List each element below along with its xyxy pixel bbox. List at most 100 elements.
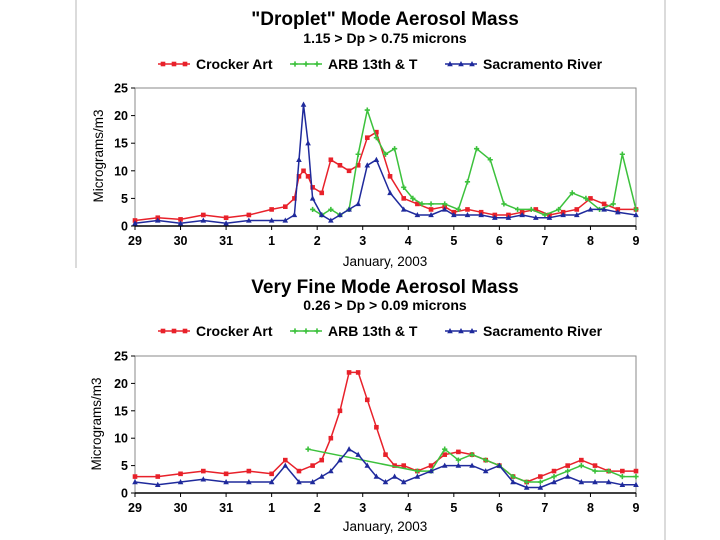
chart2-x-tick-label: 29 [128, 501, 142, 515]
chart1-data-point [269, 207, 274, 212]
chart2-data-point [565, 468, 571, 474]
chart1-data-point [392, 146, 398, 152]
chart1-data-point [455, 206, 461, 213]
chart1-x-tick-label: 31 [219, 234, 233, 248]
chart2-data-point [309, 479, 316, 485]
chart1-data-point [401, 184, 407, 190]
chart2-data-point [374, 424, 379, 430]
chart2-data-point [633, 473, 639, 480]
chart2-plot: 0 5 10 15 20 25 29 30 31 1 2 3 4 5 6 7 8 9 Crocker Art ARB … [114, 323, 639, 515]
chart1-data-point [583, 195, 589, 201]
chart1-data-point [428, 201, 434, 207]
chart2-data-point [337, 457, 343, 463]
chart1-legend-label: ARB 13th & T [328, 56, 418, 72]
chart2-data-point [328, 435, 334, 441]
chart1-plot-frame [134, 87, 637, 227]
chart2-data-point [383, 452, 388, 457]
chart1-data-point [337, 211, 343, 218]
chart2-data-point [537, 484, 544, 490]
chart2-data-point [246, 479, 252, 485]
chart2-data-point [633, 468, 639, 474]
chart1-data-point [373, 135, 379, 141]
chart1-data-point [478, 211, 484, 218]
chart1-data-point [154, 217, 161, 223]
chart1-data-point [542, 212, 548, 218]
chart1-data-point [305, 140, 311, 146]
chart1-data-point [410, 195, 416, 201]
chart2-data-point [633, 481, 639, 487]
chart1-data-point [246, 212, 252, 218]
chart2-legend-marker [171, 328, 177, 334]
chart1-data-point [177, 220, 184, 226]
chart2-subtitle: 0.26 > Dp > 0.09 microns [303, 297, 467, 313]
chart1-data-point [318, 211, 325, 218]
chart2-data-point [355, 370, 361, 375]
chart2-data-point [155, 474, 161, 479]
chart2-x-tick-label: 31 [219, 501, 233, 515]
chart2-data-point [268, 479, 275, 485]
chart2-data-point [200, 476, 207, 482]
chart2-legend-label: Crocker Art [196, 323, 273, 339]
chart2-y-tick-label: 5 [121, 459, 128, 473]
chart2-x-tick-label: 7 [541, 501, 548, 515]
chart2-series-line-1 [135, 371, 636, 483]
chart2-data-point [364, 462, 371, 468]
chart2-data-point [283, 457, 288, 463]
chart2-data-point [538, 474, 543, 479]
chart1-data-point [364, 135, 370, 140]
chart1-data-point [419, 201, 425, 207]
chart2-data-point [201, 468, 206, 474]
chart1-y-tick-label: 5 [121, 192, 128, 206]
chart1-title: "Droplet" Mode Aerosol Mass [251, 9, 519, 30]
chart2-data-point [551, 473, 557, 480]
chart1-series-line-2 [312, 109, 637, 216]
chart1-data-point [465, 207, 470, 212]
chart1-data-point [519, 211, 525, 218]
chart1-data-point [414, 211, 421, 218]
chart1-y-tick-label: 0 [121, 220, 128, 234]
chart1-data-point [364, 107, 370, 113]
chart2-data-point [592, 479, 598, 485]
chart1-data-point [560, 211, 566, 218]
chart1-data-point [387, 189, 393, 196]
chart1-data-point [400, 206, 407, 212]
chart1-data-point [201, 212, 206, 218]
chart2-data-point [305, 446, 311, 452]
chart2-x-tick-label: 2 [314, 501, 321, 515]
chart2-data-point [400, 479, 407, 485]
chart2-data-point [132, 479, 138, 485]
chart2-ylabel: Micrograms/m3 [89, 377, 104, 470]
chart1-y-tick-label: 15 [114, 137, 128, 151]
chart2-data-point [414, 473, 421, 479]
chart2-y-tick-label: 10 [114, 432, 128, 446]
chart1-x-tick-label: 9 [633, 234, 640, 248]
chart1-data-point [614, 209, 621, 215]
chart1-data-point [533, 214, 539, 220]
chart2-data-point [319, 457, 325, 463]
chart2-data-point [428, 463, 434, 468]
chart1-x-tick-label: 7 [541, 234, 548, 248]
chart2-x-tick-label: 9 [633, 501, 640, 515]
chart1-y-tick-label: 25 [114, 82, 128, 96]
chart2-data-point [355, 451, 361, 457]
chart2-data-point [496, 462, 503, 468]
chart1-x-tick-label: 29 [128, 234, 142, 248]
chart1-x-tick-label: 4 [405, 234, 412, 248]
chart1-x-tick-label: 6 [496, 234, 503, 248]
chart1-data-point [415, 201, 420, 207]
chart2-data-point [620, 468, 625, 474]
chart1-plot: 0 5 10 15 20 25 29 30 31 1 2 3 4 5 6 7 8 9 Crocker Art ARB … [114, 56, 639, 248]
chart2-data-point [469, 462, 475, 468]
chart1-data-point [178, 217, 183, 222]
chart2-data-point [469, 452, 475, 458]
chart1-data-point [283, 204, 288, 209]
chart1-data-point [401, 196, 407, 201]
chart2-data-point [318, 473, 325, 479]
chart1-data-point [373, 156, 380, 162]
chart1-data-point [223, 220, 229, 226]
chart1-x-tick-label: 2 [314, 234, 321, 248]
chart2-data-point [455, 457, 461, 463]
chart1-data-point [546, 214, 553, 220]
chart1-legend-marker [292, 61, 298, 67]
chart1-x-tick-label: 5 [450, 234, 457, 248]
